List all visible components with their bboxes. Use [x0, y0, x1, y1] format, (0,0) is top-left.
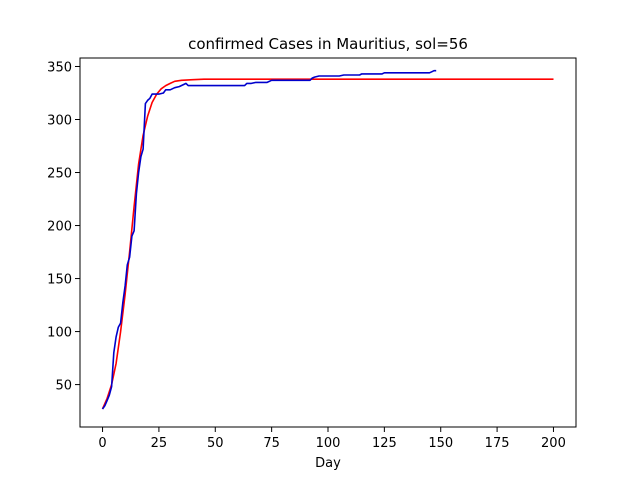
- y-tick-label: 250: [47, 167, 72, 182]
- series-line-1: [101, 78, 554, 410]
- x-tick-label: 175: [485, 436, 510, 451]
- chart-title: confirmed Cases in Mauritius, sol=56: [188, 35, 468, 53]
- x-tick-label: 50: [207, 436, 224, 451]
- series-line-2: [101, 69, 437, 410]
- x-tick-label: 25: [151, 436, 168, 451]
- y-tick-label: 100: [47, 326, 72, 341]
- x-tick-label: 100: [316, 436, 341, 451]
- y-tick-label: 50: [55, 379, 72, 394]
- y-tick-label: 200: [47, 220, 72, 235]
- x-tick-label: 125: [372, 436, 397, 451]
- x-tick-label: 200: [541, 436, 566, 451]
- x-axis: 0 25 50 75 100 125 150 175 200: [98, 427, 566, 451]
- y-tick-label: 300: [47, 114, 72, 129]
- x-tick-label: 0: [98, 436, 106, 451]
- x-tick-label: 150: [428, 436, 453, 451]
- y-tick-label: 350: [47, 60, 72, 75]
- y-tick-label: 150: [47, 273, 72, 288]
- x-axis-label: Day: [315, 456, 341, 471]
- x-tick-label: 75: [263, 436, 280, 451]
- axes-frame: [79, 57, 577, 428]
- plot-area: [101, 69, 554, 410]
- y-axis: 50 100 150 200 250 300 350: [47, 60, 80, 394]
